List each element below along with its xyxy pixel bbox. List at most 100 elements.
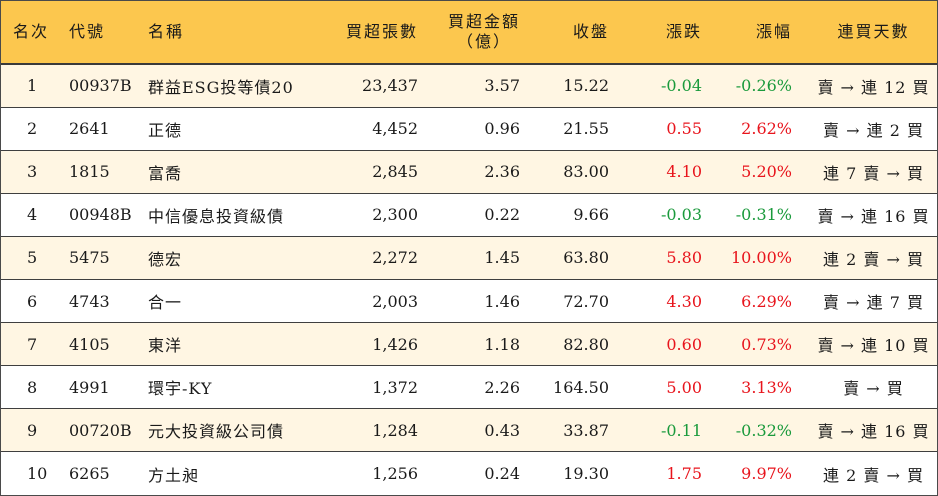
close-cell: 9.66 xyxy=(573,205,609,225)
name-cell: 富喬 xyxy=(148,163,183,183)
table-header: 名次 代號 名稱 買超張數 買超金額 （億） 收盤 漲跌 漲幅 連買天數 xyxy=(1,1,937,65)
name-cell: 方土昶 xyxy=(148,465,200,485)
change-pct-cell: 2.62% xyxy=(741,119,792,139)
net-buy-lots-cell: 1,426 xyxy=(372,334,418,354)
table-row: 10 6265 方土昶 1,256 0.24 19.30 1.75 9.97% 連 2 賣 → … xyxy=(1,451,937,495)
change-cell: -0.04 xyxy=(660,76,702,96)
streak-cell: 賣 → 連 2 買 xyxy=(823,120,924,140)
table-row: 3 1815 富喬 2,845 2.36 83.00 4.10 5.20% 連 7 賣 → 買 xyxy=(1,150,937,194)
table-row: 4 00948B 中信優息投資級債 2,300 0.22 9.66 -0.03 -0.31% 賣… xyxy=(1,193,937,237)
code-cell: 00937B xyxy=(69,76,132,96)
header-name: 名稱 xyxy=(142,1,328,65)
change-pct-cell: 10.00% xyxy=(730,248,792,268)
rank-cell: 2 xyxy=(27,119,38,139)
header-change: 漲跌 xyxy=(629,1,720,65)
close-cell: 19.30 xyxy=(563,464,609,484)
streak-cell: 連 2 賣 → 買 xyxy=(823,249,924,269)
close-cell: 63.80 xyxy=(563,248,609,268)
streak-cell: 連 2 賣 → 買 xyxy=(823,465,924,485)
table-row: 9 00720B 元大投資級公司債 1,284 0.43 33.87 -0.11 -0.32%… xyxy=(1,408,937,452)
streak-cell: 賣 → 連 16 買 xyxy=(817,206,930,226)
name-cell: 環宇-KY xyxy=(148,379,213,399)
net-buy-amount-cell: 3.57 xyxy=(484,76,520,96)
net-buy-lots-cell: 2,845 xyxy=(372,162,418,182)
change-cell: 4.10 xyxy=(666,162,702,182)
table-row: 6 4743 合一 2,003 1.46 72.70 4.30 6.29% 賣 → 連 7 買 xyxy=(1,279,937,323)
code-cell: 2641 xyxy=(69,119,110,139)
streak-cell: 賣 → 買 xyxy=(843,379,904,399)
net-buy-lots-cell: 2,003 xyxy=(372,291,418,311)
table-body: 1 00937B 群益ESG投等債20 23,437 3.57 15.22 -0.04 -0.… xyxy=(1,64,937,495)
header-row: 名次 代號 名稱 買超張數 買超金額 （億） 收盤 漲跌 漲幅 連買天數 xyxy=(1,1,937,65)
streak-cell: 賣 → 連 12 買 xyxy=(817,77,930,97)
change-cell: 0.55 xyxy=(666,119,702,139)
rank-cell: 8 xyxy=(27,377,38,397)
net-buy-lots-cell: 23,437 xyxy=(362,76,418,96)
net-buy-amount-cell: 1.45 xyxy=(484,248,520,268)
code-cell: 00948B xyxy=(69,205,132,225)
header-net-buy-amount: 買超金額 （億） xyxy=(438,1,540,65)
rank-cell: 7 xyxy=(27,334,38,354)
table-row: 2 2641 正德 4,452 0.96 21.55 0.55 2.62% 賣 → 連 2 買 xyxy=(1,107,937,151)
table-row: 1 00937B 群益ESG投等債20 23,437 3.57 15.22 -0.04 -0.… xyxy=(1,64,937,108)
close-cell: 72.70 xyxy=(563,291,609,311)
rank-cell: 1 xyxy=(27,76,38,96)
header-streak: 連買天數 xyxy=(810,1,937,65)
close-cell: 82.80 xyxy=(563,334,609,354)
change-pct-cell: 5.20% xyxy=(741,162,792,182)
name-cell: 德宏 xyxy=(148,249,183,269)
change-cell: 4.30 xyxy=(666,291,702,311)
rank-cell: 6 xyxy=(27,291,38,311)
header-net-buy-amount-label: 買超金額 （億） xyxy=(448,12,520,52)
streak-cell: 連 7 賣 → 買 xyxy=(823,163,924,183)
change-pct-cell: -0.31% xyxy=(735,205,792,225)
name-cell: 東洋 xyxy=(148,336,183,356)
header-close: 收盤 xyxy=(540,1,629,65)
change-cell: -0.03 xyxy=(660,205,702,225)
header-net-buy-amount-line2: （億） xyxy=(456,32,511,51)
net-buy-amount-cell: 2.26 xyxy=(484,377,520,397)
header-change-pct: 漲幅 xyxy=(720,1,810,65)
code-cell: 00720B xyxy=(69,420,132,440)
table-row: 5 5475 德宏 2,272 1.45 63.80 5.80 10.00% 連 2 賣 → 買 xyxy=(1,236,937,280)
net-buy-lots-cell: 1,284 xyxy=(372,420,418,440)
net-buy-amount-cell: 0.22 xyxy=(484,205,520,225)
header-code: 代號 xyxy=(63,1,142,65)
net-buy-amount-cell: 2.36 xyxy=(484,162,520,182)
net-buy-amount-cell: 0.96 xyxy=(484,119,520,139)
code-cell: 4991 xyxy=(69,377,110,397)
net-buy-amount-cell: 0.24 xyxy=(484,464,520,484)
change-pct-cell: 0.73% xyxy=(741,334,792,354)
rank-cell: 9 xyxy=(27,420,38,440)
close-cell: 33.87 xyxy=(563,420,609,440)
change-cell: 5.00 xyxy=(666,377,702,397)
rank-cell: 3 xyxy=(27,162,38,182)
table-row: 7 4105 東洋 1,426 1.18 82.80 0.60 0.73% 賣 → 連 10 買 xyxy=(1,322,937,366)
net-buy-amount-cell: 1.46 xyxy=(484,291,520,311)
streak-cell: 賣 → 連 7 買 xyxy=(823,293,924,313)
code-cell: 1815 xyxy=(69,162,110,182)
change-cell: -0.11 xyxy=(660,420,702,440)
name-cell: 群益ESG投等債20 xyxy=(148,77,294,97)
header-net-buy-lots: 買超張數 xyxy=(328,1,438,65)
rank-cell: 5 xyxy=(27,248,38,268)
name-cell: 合一 xyxy=(148,293,183,313)
close-cell: 21.55 xyxy=(563,119,609,139)
net-buy-lots-cell: 2,272 xyxy=(372,248,418,268)
change-pct-cell: 3.13% xyxy=(741,377,792,397)
change-pct-cell: 6.29% xyxy=(741,291,792,311)
code-cell: 5475 xyxy=(69,248,110,268)
change-cell: 0.60 xyxy=(666,334,702,354)
net-buy-amount-cell: 0.43 xyxy=(484,420,520,440)
rank-cell: 4 xyxy=(27,205,38,225)
close-cell: 83.00 xyxy=(563,162,609,182)
header-net-buy-amount-line1: 買超金額 xyxy=(447,12,520,31)
change-cell: 1.75 xyxy=(666,464,702,484)
streak-cell: 賣 → 連 10 買 xyxy=(817,336,930,356)
name-cell: 中信優息投資級債 xyxy=(148,206,285,226)
name-cell: 正德 xyxy=(148,120,183,140)
code-cell: 4105 xyxy=(69,334,110,354)
change-pct-cell: -0.32% xyxy=(735,420,792,440)
